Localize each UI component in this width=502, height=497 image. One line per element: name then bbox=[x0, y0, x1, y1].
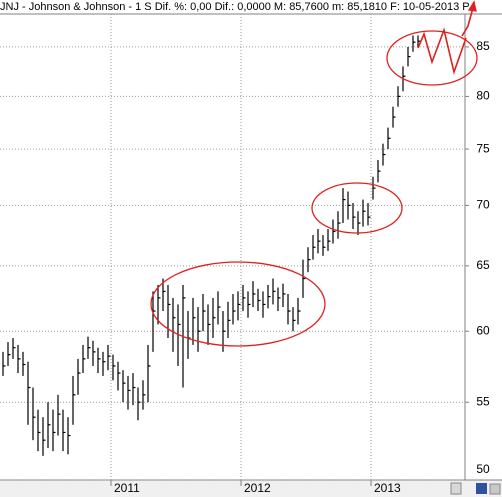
y-tick-label: 55 bbox=[476, 394, 490, 408]
icon[interactable] bbox=[450, 482, 462, 495]
icon[interactable] bbox=[489, 483, 501, 495]
y-tick-label: 75 bbox=[476, 141, 490, 155]
plot: 50 55 60 65 70 75 80 85 2011 2012 2013 bbox=[0, 14, 490, 495]
y-tick-label: 85 bbox=[476, 39, 490, 53]
annotations bbox=[150, 0, 478, 347]
ellipse bbox=[150, 261, 326, 347]
toolbar-icons bbox=[450, 482, 501, 495]
ellipse bbox=[386, 30, 478, 86]
chart-title: JNJ - Johnson & Johnson - 1 S Dif. %: 0,… bbox=[0, 1, 488, 13]
x-tick-label: 2012 bbox=[244, 481, 271, 495]
x-tick-label: 2013 bbox=[374, 481, 401, 495]
zigzag-arrow bbox=[417, 27, 467, 75]
save-icon[interactable] bbox=[476, 483, 487, 494]
arrow bbox=[461, 3, 475, 37]
y-tick-label: 80 bbox=[476, 89, 490, 103]
y-tick-label: 50 bbox=[476, 462, 490, 476]
time-axis-bar bbox=[0, 480, 502, 497]
y-tick-label: 60 bbox=[476, 323, 490, 337]
ellipse bbox=[311, 182, 403, 234]
x-tick-label: 2011 bbox=[114, 481, 140, 495]
y-tick-label: 65 bbox=[476, 258, 490, 272]
arrowhead bbox=[467, 0, 477, 12]
y-tick-label: 70 bbox=[476, 198, 490, 212]
